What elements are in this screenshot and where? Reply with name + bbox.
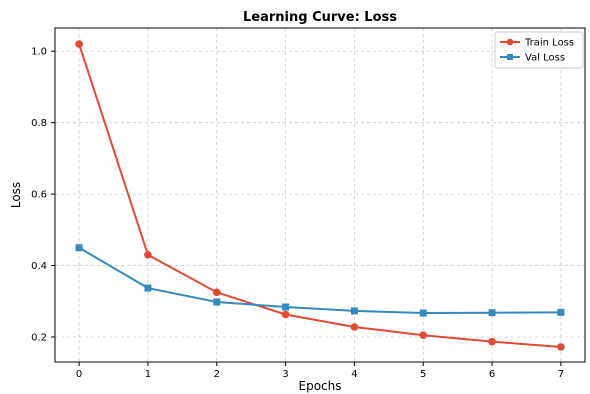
- axis-ticks: 0 1 2 3 4 5 6 7 0.2 0.4 0.6 0.8 1.0: [31, 47, 564, 380]
- x-tick-label: 6: [489, 369, 495, 380]
- val-loss-point: [144, 284, 152, 292]
- legend-label: Train Loss: [524, 38, 574, 49]
- legend-marker: [506, 38, 514, 46]
- train-loss-point: [212, 288, 221, 297]
- x-axis-label: Epochs: [299, 379, 342, 393]
- y-tick-label: 0.6: [31, 190, 47, 201]
- legend-marker: [507, 54, 513, 60]
- y-axis-label: Loss: [9, 182, 23, 208]
- train-loss-point: [75, 40, 83, 48]
- series-train-loss: [75, 40, 565, 351]
- grid: [55, 28, 585, 362]
- train-loss-line: [78, 43, 561, 348]
- y-tick-label: 0.8: [31, 118, 47, 129]
- val-loss-point: [419, 309, 427, 317]
- x-tick-label: 2: [214, 369, 220, 380]
- train-loss-point: [281, 310, 290, 319]
- x-tick-label: 0: [76, 369, 82, 380]
- x-tick-label: 7: [558, 369, 564, 380]
- legend: Train Loss Val Loss: [494, 31, 584, 69]
- x-tick-label: 1: [145, 369, 151, 380]
- plot-frame: [54, 27, 586, 363]
- y-tick-label: 0.4: [31, 261, 47, 272]
- series-val-loss: [75, 244, 565, 317]
- x-tick-label: 5: [420, 369, 426, 380]
- val-loss-point: [557, 308, 565, 316]
- train-loss-point: [350, 323, 359, 331]
- val-loss-point: [350, 307, 358, 315]
- val-loss-point: [213, 298, 221, 306]
- series-layer: [75, 40, 565, 351]
- train-loss-point: [557, 343, 565, 351]
- train-loss-point: [144, 251, 152, 259]
- val-loss-line: [78, 246, 561, 315]
- train-loss-point: [488, 337, 496, 346]
- chart-title: Learning Curve: Loss: [243, 10, 397, 25]
- x-tick-label: 3: [282, 369, 288, 380]
- legend-item-train-loss: Train Loss: [500, 38, 574, 49]
- legend-item-val-loss: Val Loss: [500, 53, 565, 64]
- train-loss-point: [419, 331, 428, 340]
- val-loss-point: [282, 303, 290, 311]
- y-tick-label: 1.0: [31, 47, 47, 58]
- val-loss-point: [488, 309, 496, 317]
- val-loss-point: [75, 244, 83, 252]
- legend-label: Val Loss: [525, 53, 565, 64]
- x-tick-label: 4: [351, 369, 357, 380]
- y-tick-label: 0.2: [31, 332, 47, 343]
